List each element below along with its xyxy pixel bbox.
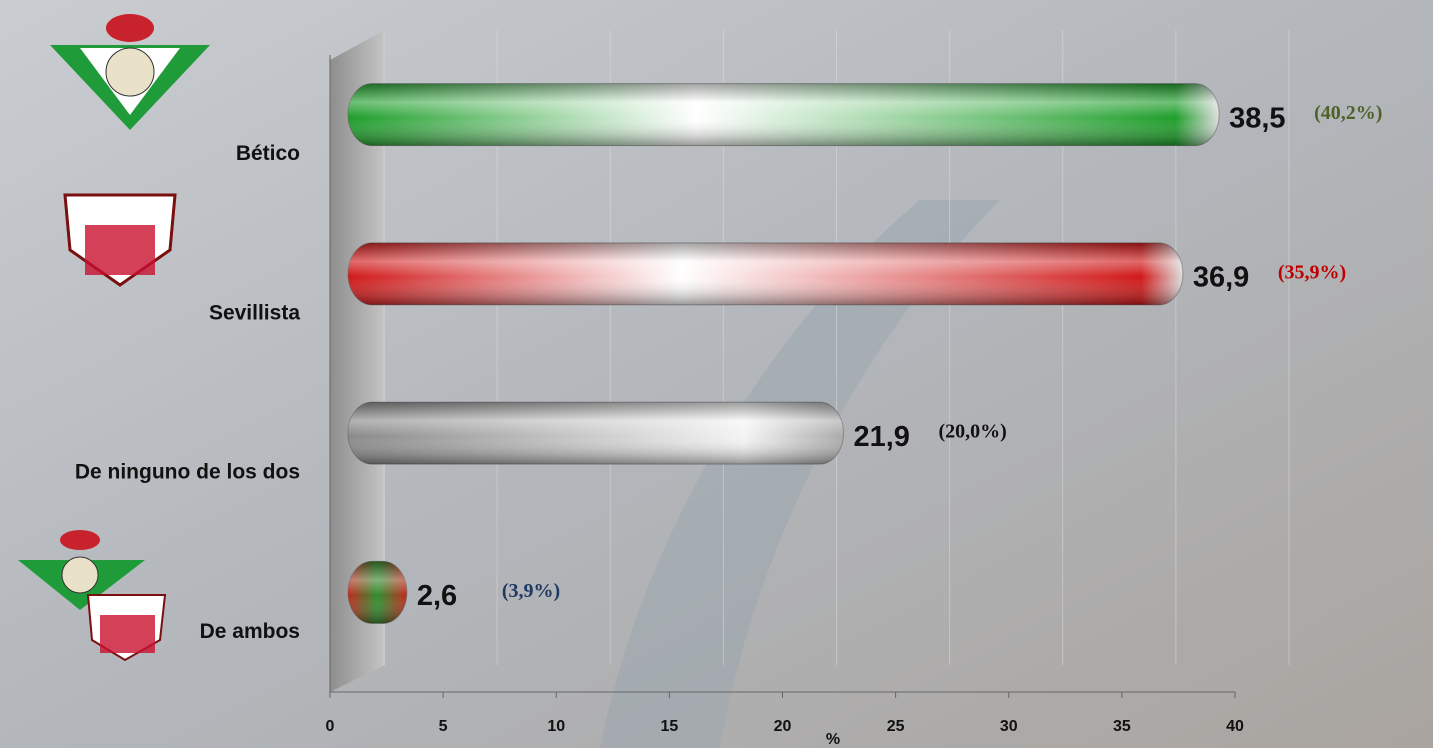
x-tick-label: 0: [326, 718, 335, 735]
previous-value-label: (35,9%): [1278, 261, 1346, 283]
value-label: 36,9: [1193, 262, 1249, 294]
previous-value-label: (3,9%): [502, 580, 560, 602]
chart: 0 5 10 15 20 25 30 35 40% Bético 38,5 (40,2%) Sevill…: [0, 0, 1433, 748]
x-tick-label: 20: [774, 718, 792, 735]
x-tick-label: 40: [1226, 718, 1244, 735]
previous-value-label: (40,2%): [1314, 102, 1382, 124]
x-axis-label: %: [826, 731, 840, 748]
value-label: 38,5: [1229, 102, 1285, 134]
category-label: De ambos: [200, 620, 300, 643]
value-label: 21,9: [853, 421, 909, 453]
bar-shade: [348, 561, 407, 623]
value-label: 2,6: [417, 580, 457, 612]
x-tick-label: 30: [1000, 718, 1018, 735]
bar-shade: [348, 84, 1219, 146]
x-tick-label: 35: [1113, 718, 1131, 735]
x-tick-label: 10: [547, 718, 565, 735]
bar-shade: [348, 243, 1183, 305]
x-tick-label: 25: [887, 718, 905, 735]
category-label: Sevillista: [209, 301, 300, 324]
category-label: Bético: [236, 142, 300, 165]
x-tick-label: 15: [660, 718, 678, 735]
bar-shade: [348, 402, 843, 464]
category-label: De ninguno de los dos: [75, 461, 300, 484]
previous-value-label: (20,0%): [938, 421, 1006, 443]
x-tick-label: 5: [439, 718, 448, 735]
